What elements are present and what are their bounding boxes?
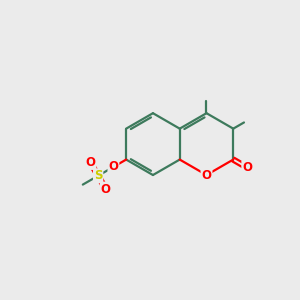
Text: O: O bbox=[202, 169, 212, 182]
Text: O: O bbox=[85, 156, 95, 169]
Text: O: O bbox=[242, 161, 252, 174]
Text: O: O bbox=[101, 182, 111, 196]
Text: S: S bbox=[94, 169, 102, 182]
Text: O: O bbox=[108, 160, 118, 173]
